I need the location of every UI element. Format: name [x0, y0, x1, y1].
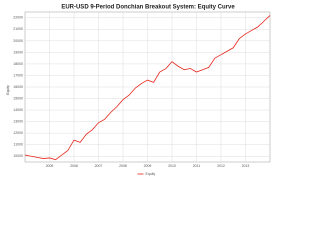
chart: EUR-USD 9-Period Donchian Breakout Syste… — [5, 4, 271, 176]
y-tick-label: 20000 — [13, 39, 23, 43]
x-tick-label: 2007 — [95, 164, 103, 168]
y-tick-label: 18000 — [13, 62, 23, 66]
x-tick-label: 2006 — [70, 164, 78, 168]
y-tick-label: 13000 — [13, 120, 23, 124]
line — [24, 15, 271, 161]
x-tick-label: 2013 — [242, 164, 250, 168]
y-tick-label: 14000 — [13, 108, 23, 112]
y-tick-label: 15000 — [13, 96, 23, 100]
legend-label: Equity — [146, 172, 156, 176]
x-tick-label: 2010 — [168, 164, 176, 168]
x-tick-label: 2005 — [46, 164, 54, 168]
x-tick-label: 2011 — [193, 164, 201, 168]
y-tick-label: 17000 — [13, 73, 23, 77]
y-tick-label: 19000 — [13, 50, 23, 54]
x-tick-label: 2008 — [119, 164, 127, 168]
y-tick-label: 10000 — [13, 154, 23, 158]
x-tick-label: 2012 — [217, 164, 225, 168]
y-tick-label: 21000 — [13, 27, 23, 31]
y-axis-title: Equity — [6, 85, 10, 95]
y-tick-label: 11000 — [14, 143, 24, 147]
chart-title: EUR-USD 9-Period Donchian Breakout Syste… — [61, 5, 235, 11]
y-tick-label: 16000 — [13, 85, 23, 89]
page: EUR-USD 9-Period Donchian Breakout Syste… — [5, 4, 271, 176]
y-tick-label: 22000 — [13, 16, 23, 20]
x-tick-label: 2009 — [144, 164, 152, 168]
y-tick-label: 12000 — [13, 131, 23, 135]
